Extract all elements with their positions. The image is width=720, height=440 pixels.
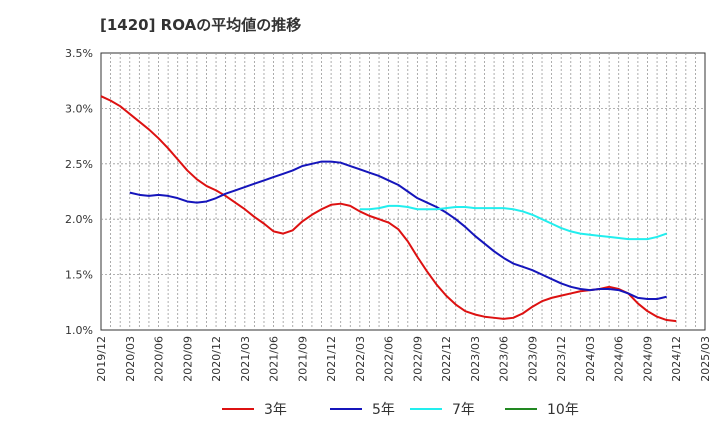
legend-label-7年: 7年 bbox=[452, 402, 475, 418]
x-tick-label: 2025/03 bbox=[699, 336, 712, 382]
x-tick-label: 2021/09 bbox=[296, 336, 309, 382]
legend-label-5年: 5年 bbox=[372, 402, 395, 418]
y-tick-label: 3.0% bbox=[65, 102, 93, 115]
plot-area bbox=[100, 52, 706, 331]
series-line-5年 bbox=[129, 160, 667, 300]
y-tick-label: 1.0% bbox=[65, 324, 93, 337]
series-line-7年 bbox=[359, 204, 667, 241]
x-tick-label: 2024/03 bbox=[584, 336, 597, 382]
x-tick-label: 2024/12 bbox=[670, 336, 683, 382]
series-line-3年 bbox=[100, 95, 677, 323]
y-tick-label: 3.5% bbox=[65, 47, 93, 60]
y-tick-label: 2.5% bbox=[65, 158, 93, 171]
x-tick-label: 2021/06 bbox=[268, 336, 281, 382]
x-tick-label: 2024/09 bbox=[641, 336, 654, 382]
chart-title: [1420] ROAの平均値の推移 bbox=[100, 16, 302, 34]
x-tick-label: 2021/12 bbox=[325, 336, 338, 382]
x-tick-label: 2020/06 bbox=[153, 336, 166, 382]
x-tick-label: 2022/12 bbox=[440, 336, 453, 382]
x-tick-label: 2020/03 bbox=[124, 336, 137, 382]
x-tick-label: 2023/03 bbox=[469, 336, 482, 382]
x-tick-label: 2023/06 bbox=[498, 336, 511, 382]
x-tick-label: 2022/09 bbox=[411, 336, 424, 382]
x-tick-label: 2023/12 bbox=[555, 336, 568, 382]
x-tick-label: 2021/03 bbox=[239, 336, 252, 382]
y-tick-label: 2.0% bbox=[65, 213, 93, 226]
x-tick-label: 2023/09 bbox=[526, 336, 539, 382]
legend-label-3年: 3年 bbox=[264, 402, 287, 418]
x-tick-label: 2019/12 bbox=[95, 336, 108, 382]
x-tick-label: 2020/09 bbox=[181, 336, 194, 382]
x-tick-label: 2020/12 bbox=[210, 336, 223, 382]
y-tick-label: 1.5% bbox=[65, 269, 93, 282]
legend-label-10年: 10年 bbox=[547, 402, 579, 418]
x-tick-label: 2022/06 bbox=[383, 336, 396, 382]
x-tick-label: 2024/06 bbox=[613, 336, 626, 382]
x-tick-label: 2022/03 bbox=[354, 336, 367, 382]
